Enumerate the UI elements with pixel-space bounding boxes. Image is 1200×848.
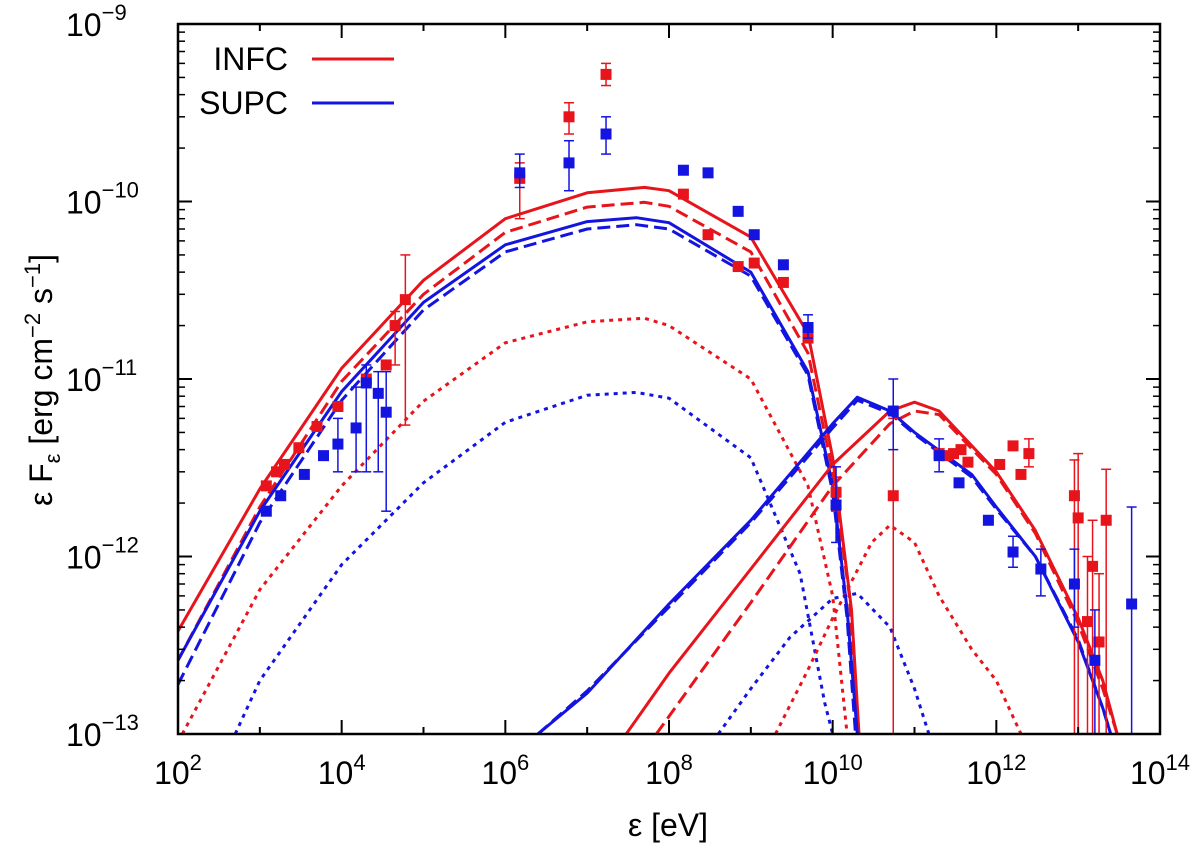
series-line-supc-IC-dashed <box>536 398 1113 734</box>
data-point-infc <box>1100 468 1112 734</box>
data-point-infc <box>1015 468 1027 480</box>
data-point-infc <box>563 102 575 135</box>
series-line-infc-dashed <box>178 200 859 734</box>
data-point-supc <box>1035 548 1047 597</box>
x-tick-label: 104 <box>318 750 366 791</box>
data-point-supc <box>563 139 575 192</box>
data-point-supc <box>372 370 384 473</box>
data-point-supc <box>802 314 814 339</box>
data-point-infc <box>1023 438 1035 468</box>
x-axis-label: ε [eV] <box>628 807 708 843</box>
legend: INFC SUPC <box>199 41 394 121</box>
data-point-infc <box>702 229 714 241</box>
data-point-supc <box>275 490 287 502</box>
data-point-infc <box>994 458 1006 470</box>
data-point-supc <box>830 466 842 544</box>
legend-label-supc: SUPC <box>199 85 288 121</box>
y-tick-label: 10−9 <box>66 0 127 43</box>
data-point-infc <box>948 448 960 460</box>
data-point-supc <box>982 514 994 526</box>
data-point-supc <box>887 378 899 451</box>
data-point-infc <box>748 257 760 269</box>
data-point-infc <box>332 400 344 412</box>
series-line-supc-dashed <box>178 223 857 734</box>
x-tick-label: 106 <box>481 750 529 791</box>
ticks-layer: 102 104 106 108 1010 1012 1014 10−13 10−12 10−11 1… <box>66 0 1190 791</box>
data-point-supc <box>260 505 272 517</box>
series-line-infc-total <box>178 185 861 734</box>
series-line-infc-IC-solid <box>624 400 1119 734</box>
x-tick-label: 1010 <box>803 750 863 791</box>
x-tick-label: 108 <box>645 750 693 791</box>
data-point-infc <box>1093 572 1105 734</box>
data-point-supc <box>360 364 372 473</box>
data-point-infc <box>311 421 323 433</box>
x-tick-label: 102 <box>154 750 202 791</box>
data-point-infc <box>260 480 272 492</box>
data-point-infc <box>732 261 744 273</box>
y-tick-label: 10−10 <box>66 178 139 221</box>
data-point-infc <box>293 442 305 454</box>
data-points-layer <box>260 62 1138 734</box>
data-point-supc <box>702 167 714 179</box>
data-point-supc <box>933 438 945 473</box>
series-line-infc-IC-dashed <box>655 409 1119 734</box>
data-point-supc <box>732 205 744 217</box>
data-point-infc <box>271 466 283 478</box>
data-point-infc <box>399 254 411 426</box>
data-point-supc <box>298 468 310 480</box>
series-line-infc-dotted <box>180 316 849 734</box>
data-point-infc <box>380 359 392 371</box>
x-tick-label: 1014 <box>1130 750 1190 791</box>
data-point-infc <box>962 456 974 468</box>
data-point-infc <box>955 444 967 456</box>
data-point-supc <box>677 164 689 176</box>
y-tick-label: 10−12 <box>66 533 139 576</box>
data-point-infc <box>677 188 689 200</box>
y-tick-label: 10−11 <box>66 355 137 398</box>
data-point-supc <box>332 417 344 473</box>
data-point-supc <box>318 450 330 462</box>
data-point-infc <box>389 310 401 366</box>
data-point-supc <box>953 477 965 489</box>
data-point-supc <box>514 153 526 189</box>
data-point-infc <box>1087 519 1099 734</box>
data-point-supc <box>1068 548 1080 628</box>
data-point-infc <box>1081 555 1093 734</box>
data-point-infc <box>278 458 290 470</box>
legend-label-infc: INFC <box>213 41 288 77</box>
data-point-infc <box>600 62 612 87</box>
data-point-supc <box>1007 535 1019 568</box>
data-point-infc <box>1007 440 1019 452</box>
data-point-supc <box>1089 609 1101 734</box>
data-point-infc <box>777 276 789 288</box>
data-point-infc <box>1072 452 1084 734</box>
plot-frame <box>176 22 1162 736</box>
data-point-supc <box>777 259 789 271</box>
series-line-infc-IC-dotted <box>774 523 1023 734</box>
data-point-supc <box>380 370 392 512</box>
data-point-supc <box>350 386 362 473</box>
data-point-supc <box>600 116 612 155</box>
y-axis-label: ε Fε [erg cm−2 s−1] <box>20 254 65 506</box>
data-point-supc <box>1126 506 1138 734</box>
series-layer <box>178 185 1119 734</box>
series-line-supc-dotted <box>233 390 835 734</box>
series-line-supc-IC-dotted <box>717 591 931 734</box>
data-point-infc <box>941 450 953 462</box>
y-tick-label: 10−13 <box>66 710 139 753</box>
data-point-infc <box>887 417 899 734</box>
x-tick-label: 1012 <box>966 750 1026 791</box>
data-point-supc <box>748 229 760 241</box>
